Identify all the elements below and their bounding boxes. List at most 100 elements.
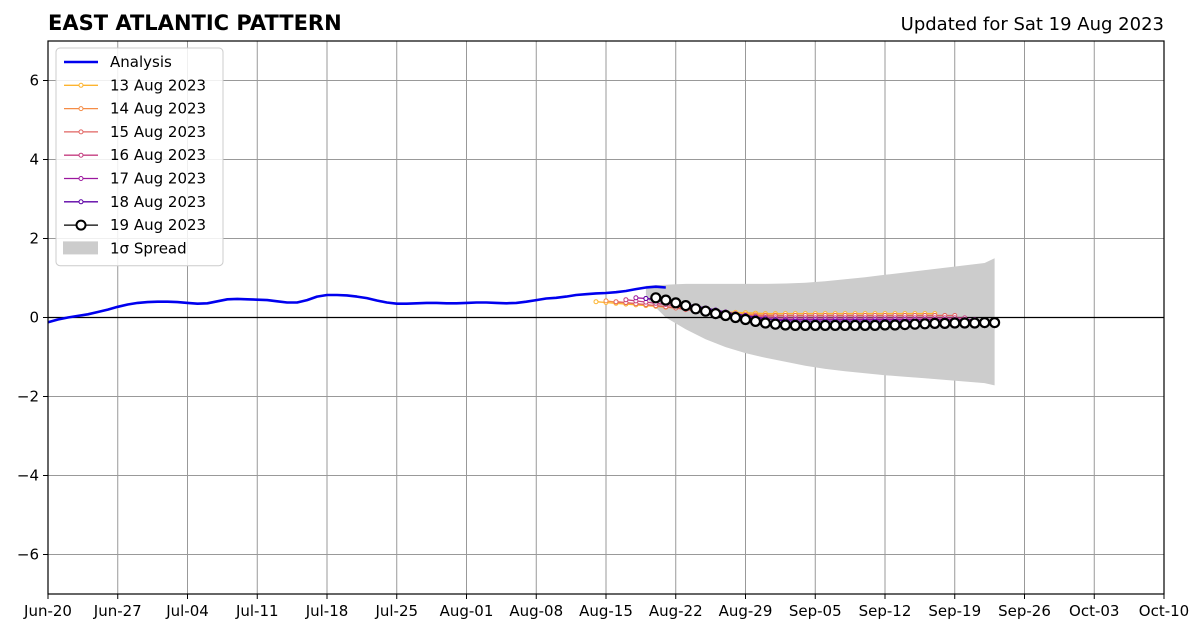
legend-entry: 17 Aug 2023 xyxy=(64,170,206,188)
forecast-point xyxy=(699,305,712,317)
forecast-point xyxy=(759,317,772,329)
forecast-point xyxy=(929,317,941,329)
legend-box xyxy=(55,47,224,267)
legend-entry: Analysis xyxy=(64,53,172,71)
y-tick-label: −4 xyxy=(17,467,39,485)
forecast-point xyxy=(829,319,841,331)
x-tick-label: Aug-15 xyxy=(579,602,633,620)
forecast-point xyxy=(660,294,672,306)
legend-entry: 1σ Spread xyxy=(63,239,187,257)
legend-marker xyxy=(78,176,84,181)
forecast-point xyxy=(919,318,931,330)
x-tick-label: Aug-01 xyxy=(440,602,494,620)
y-tick-label: 4 xyxy=(29,151,39,169)
legend-marker xyxy=(75,219,87,231)
legend-marker xyxy=(78,106,84,112)
forecast-point xyxy=(988,317,1001,329)
x-tick-label: Jul-25 xyxy=(374,602,418,620)
y-tick-label: 2 xyxy=(29,230,39,248)
legend-label: 15 Aug 2023 xyxy=(110,123,206,141)
forecast-point xyxy=(633,295,639,301)
forecast-point xyxy=(799,319,811,331)
forecast-point xyxy=(859,319,871,331)
x-tick-label: Oct-03 xyxy=(1069,602,1119,620)
forecast-point xyxy=(690,303,702,315)
forecast-point xyxy=(643,296,649,301)
forecast-19-aug-2023 xyxy=(650,292,1001,331)
x-tick-label: Sep-19 xyxy=(928,602,981,620)
forecast-series xyxy=(593,292,1001,331)
forecast-point xyxy=(889,319,901,331)
legend-entry: 16 Aug 2023 xyxy=(64,146,206,164)
legend: Analysis 13 Aug 2023 14 Aug 2023 15 Aug 202… xyxy=(55,47,224,267)
legend-label: 13 Aug 2023 xyxy=(110,76,206,94)
legend-entry: 14 Aug 2023 xyxy=(64,100,206,118)
forecast-point xyxy=(909,318,921,330)
analysis-series xyxy=(47,285,666,324)
forecast-point xyxy=(978,317,991,329)
x-axis-ticks: Jun-20 Jun-27 Jul-04 Jul-11 Jul-18 Jul-25 Aug-… xyxy=(23,594,1189,620)
chart-subtitle: Updated for Sat 19 Aug 2023 xyxy=(901,14,1164,35)
x-tick-label: Jul-11 xyxy=(235,602,279,620)
x-tick-label: Aug-22 xyxy=(649,602,703,620)
legend-label: 1σ Spread xyxy=(110,239,187,257)
forecast-point xyxy=(623,297,629,303)
forecast-point xyxy=(849,319,861,331)
legend-label: 18 Aug 2023 xyxy=(110,193,206,211)
forecast-point xyxy=(949,317,961,329)
x-tick-label: Aug-08 xyxy=(509,602,563,620)
legend-entry: 18 Aug 2023 xyxy=(64,193,206,211)
forecast-point xyxy=(719,309,732,322)
forecast-point xyxy=(959,317,971,329)
legend-marker xyxy=(78,199,84,205)
x-tick-label: Sep-05 xyxy=(789,602,842,620)
analysis-line xyxy=(47,285,666,324)
forecast-point xyxy=(769,318,782,330)
forecast-point xyxy=(809,319,821,331)
chart-title: EAST ATLANTIC PATTERN xyxy=(48,11,342,35)
x-tick-label: Oct-10 xyxy=(1139,602,1189,620)
y-tick-label: −6 xyxy=(17,546,39,564)
forecast-point xyxy=(789,319,801,331)
y-tick-label: 6 xyxy=(29,72,39,90)
legend-marker xyxy=(78,152,84,158)
forecast-point xyxy=(603,298,609,304)
x-tick-label: Jul-18 xyxy=(305,602,349,620)
legend-entry: 13 Aug 2023 xyxy=(64,76,206,94)
x-tick-label: Jul-04 xyxy=(165,602,209,620)
x-tick-label: Aug-29 xyxy=(719,602,773,620)
y-tick-label: 0 xyxy=(29,309,39,327)
legend-label: 14 Aug 2023 xyxy=(110,100,206,118)
x-tick-label: Jun-20 xyxy=(23,602,72,620)
forecast-point xyxy=(709,308,722,320)
forecast-point xyxy=(879,319,891,331)
forecast-point xyxy=(613,299,619,305)
forecast-point xyxy=(680,300,692,312)
y-axis-ticks: −6 −4 −2 0 2 4 6 xyxy=(17,72,48,564)
forecast-point xyxy=(593,299,599,305)
forecast-point xyxy=(869,319,881,331)
x-tick-label: Jun-27 xyxy=(93,602,142,620)
legend-label: 16 Aug 2023 xyxy=(110,146,206,164)
legend-label: 19 Aug 2023 xyxy=(110,216,206,234)
x-tick-label: Sep-12 xyxy=(859,602,912,620)
legend-entry: 19 Aug 2023 xyxy=(64,216,206,234)
forecast-point xyxy=(899,319,911,331)
forecast-point xyxy=(819,319,831,331)
forecast-point xyxy=(670,297,682,309)
forecast-point xyxy=(650,292,662,304)
forecast-point xyxy=(779,319,792,331)
forecast-point xyxy=(969,317,981,329)
forecast-point xyxy=(839,319,851,331)
legend-entry: 15 Aug 2023 xyxy=(64,123,206,141)
spread-band xyxy=(645,258,995,386)
forecast-point xyxy=(749,315,762,327)
forecast-point xyxy=(939,317,951,329)
y-tick-label: −2 xyxy=(17,388,39,406)
forecast-point xyxy=(739,313,752,326)
legend-label: 17 Aug 2023 xyxy=(110,170,206,188)
forecast-point xyxy=(729,311,742,324)
legend-swatch xyxy=(63,241,98,255)
spread-area xyxy=(645,258,995,386)
